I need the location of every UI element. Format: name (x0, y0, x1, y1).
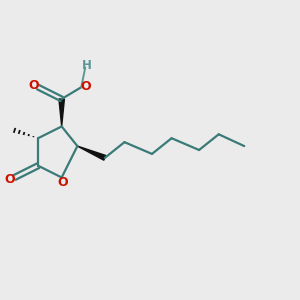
Text: H: H (82, 59, 92, 72)
Text: O: O (57, 176, 68, 190)
Text: O: O (4, 172, 15, 186)
Polygon shape (77, 146, 106, 160)
Polygon shape (59, 99, 64, 126)
Text: O: O (28, 79, 39, 92)
Text: O: O (80, 80, 91, 93)
